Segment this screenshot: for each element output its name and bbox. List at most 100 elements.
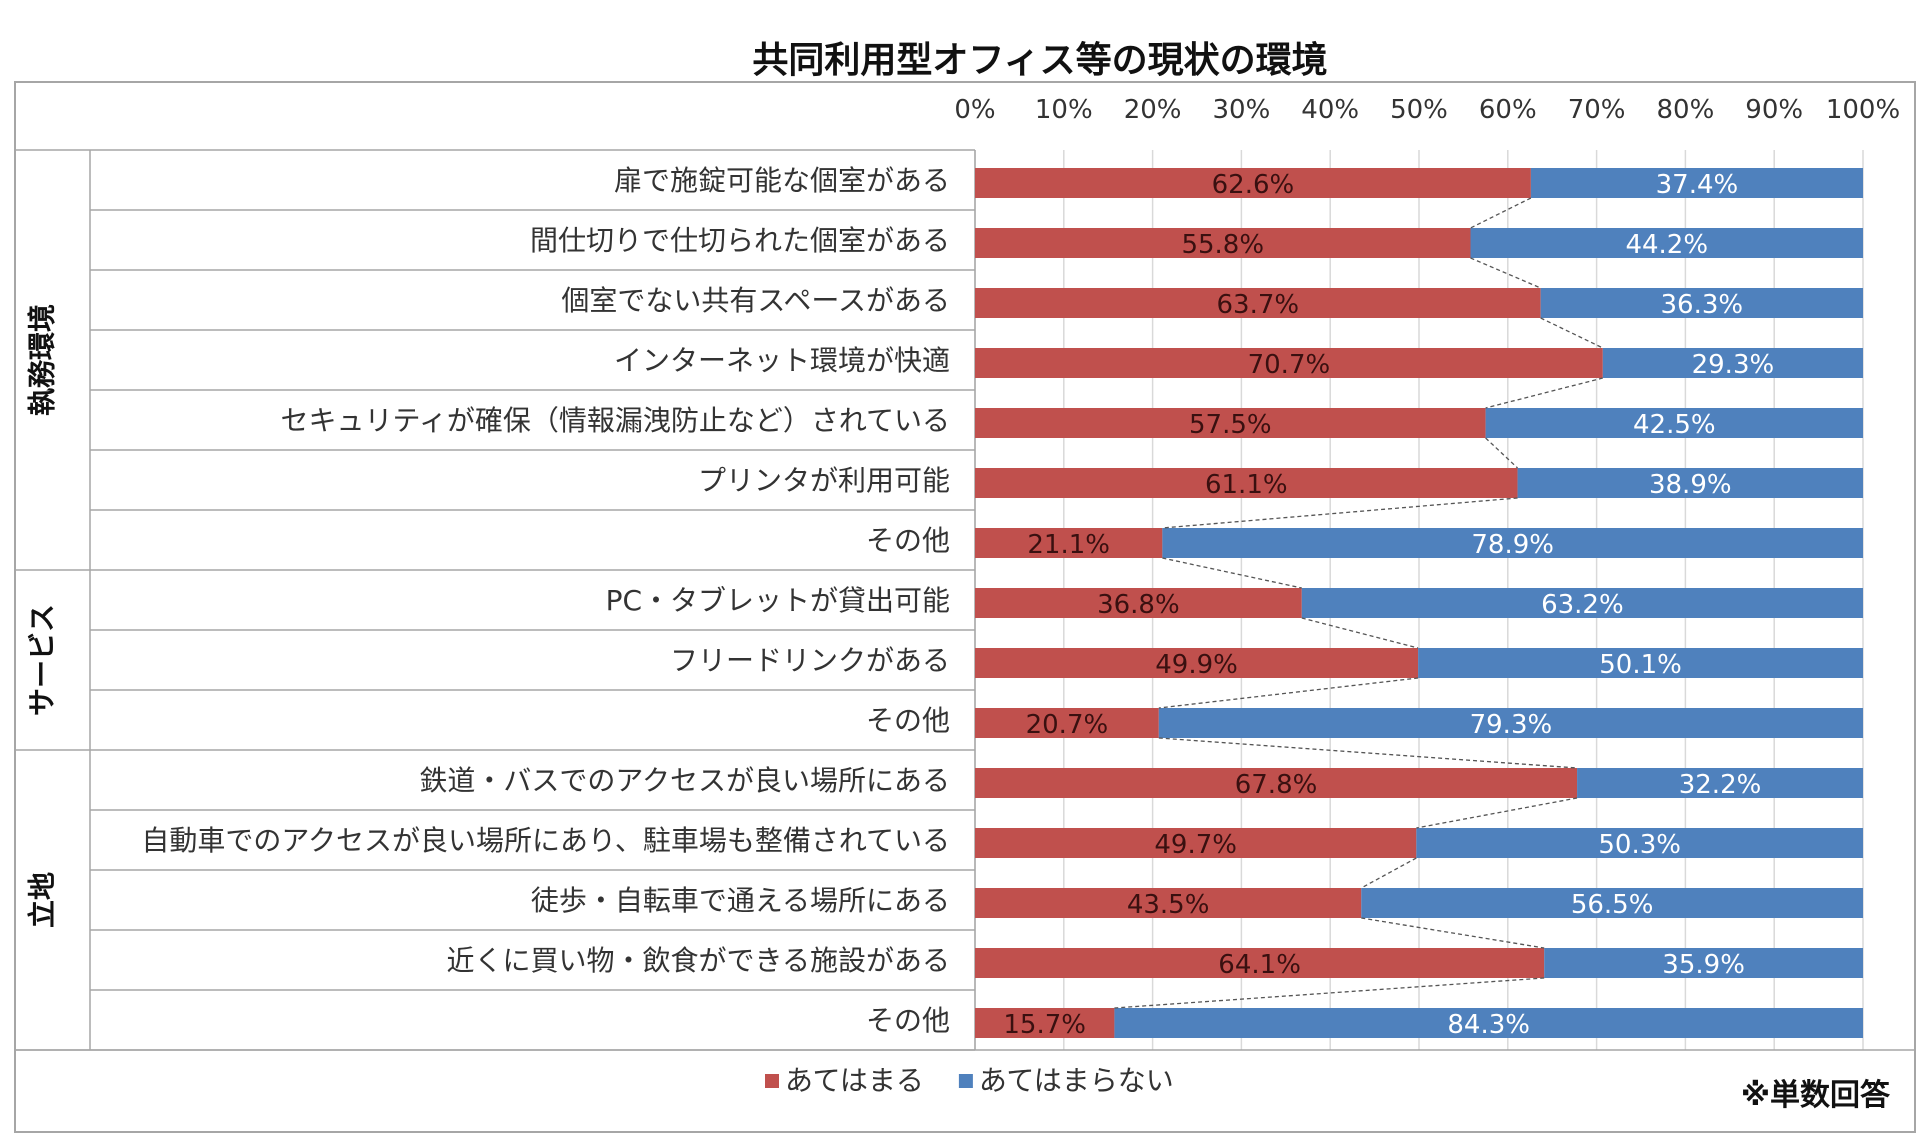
value-label-not-applies: 50.1% xyxy=(1599,650,1682,680)
category-label: 間仕切りで仕切られた個室がある xyxy=(530,224,950,257)
legend-swatch xyxy=(958,1074,973,1088)
value-label-applies: 57.5% xyxy=(1189,410,1272,440)
bar-applies xyxy=(975,348,1603,378)
category-label: フリードリンクがある xyxy=(670,644,950,677)
bar-not-applies xyxy=(1530,168,1863,198)
category-label: プリンタが利用可能 xyxy=(698,464,950,497)
value-label-applies: 61.1% xyxy=(1205,470,1288,500)
x-tick-label: 80% xyxy=(1657,95,1715,125)
value-label-applies: 49.7% xyxy=(1154,830,1237,860)
value-label-applies: 20.7% xyxy=(1026,710,1109,740)
series-connector xyxy=(1114,977,1545,1009)
x-tick-label: 90% xyxy=(1745,95,1803,125)
bar-not-applies xyxy=(1162,528,1863,558)
category-label: 鉄道・バスでのアクセスが良い場所にある xyxy=(419,764,950,797)
series-connector xyxy=(1162,497,1518,529)
category-label: 自動車でのアクセスが良い場所にあり、駐車場も整備されている xyxy=(141,824,950,857)
legend-swatch xyxy=(765,1074,779,1088)
value-label-not-applies: 50.3% xyxy=(1598,830,1681,860)
bar-applies xyxy=(975,888,1362,918)
category-label: 個室でない共有スペースがある xyxy=(561,284,950,317)
value-label-not-applies: 78.9% xyxy=(1471,530,1554,560)
value-label-not-applies: 38.9% xyxy=(1649,470,1732,500)
category-label: インターネット環境が快適 xyxy=(614,344,950,377)
x-tick-label: 100% xyxy=(1826,95,1900,125)
value-label-not-applies: 63.2% xyxy=(1541,590,1624,620)
bar-applies xyxy=(975,228,1471,258)
series-connector xyxy=(1162,557,1302,589)
x-tick-label: 40% xyxy=(1301,95,1359,125)
bar-not-applies xyxy=(1418,648,1863,678)
value-label-not-applies: 44.2% xyxy=(1625,230,1708,260)
value-label-applies: 36.8% xyxy=(1097,590,1180,620)
category-label: セキュリティが確保（情報漏洩防止など）されている xyxy=(281,404,950,437)
series-connector xyxy=(1158,737,1578,769)
series-connector xyxy=(1416,797,1578,829)
value-label-applies: 15.7% xyxy=(1003,1010,1086,1040)
bar-applies xyxy=(975,168,1531,198)
value-label-applies: 55.8% xyxy=(1181,230,1264,260)
x-tick-label: 50% xyxy=(1390,95,1448,125)
value-label-not-applies: 42.5% xyxy=(1633,410,1716,440)
bar-applies xyxy=(975,288,1541,318)
series-connector xyxy=(1485,377,1603,409)
bar-applies xyxy=(975,648,1419,678)
category-label: 徒歩・自転車で通える場所にある xyxy=(531,884,950,917)
value-label-not-applies: 29.3% xyxy=(1692,350,1775,380)
group-label: 執務環境 xyxy=(26,304,59,416)
bar-applies xyxy=(975,468,1518,498)
series-connector xyxy=(1301,617,1419,649)
value-label-applies: 64.1% xyxy=(1218,950,1301,980)
series-connector xyxy=(1360,857,1417,889)
x-tick-label: 20% xyxy=(1124,95,1182,125)
bar-not-applies xyxy=(1544,948,1863,978)
x-tick-label: 0% xyxy=(954,95,995,125)
value-label-not-applies: 35.9% xyxy=(1662,950,1745,980)
bar-not-applies xyxy=(1602,348,1863,378)
bar-not-applies xyxy=(1301,588,1863,618)
x-tick-label: 60% xyxy=(1479,95,1537,125)
category-label: その他 xyxy=(866,704,950,737)
value-label-not-applies: 56.5% xyxy=(1571,890,1654,920)
series-connector xyxy=(1158,677,1419,709)
value-label-not-applies: 36.3% xyxy=(1661,290,1744,320)
series-connector xyxy=(1470,257,1541,289)
legend-label: あてはまる xyxy=(785,1064,924,1097)
x-tick-label: 70% xyxy=(1568,95,1626,125)
response-note: ※単数回答 xyxy=(1741,1078,1891,1113)
series-connector xyxy=(1540,317,1604,349)
group-label: 立地 xyxy=(26,872,59,928)
series-connector xyxy=(1470,197,1532,229)
value-label-not-applies: 37.4% xyxy=(1656,170,1739,200)
value-label-not-applies: 79.3% xyxy=(1470,710,1553,740)
bar-applies xyxy=(975,588,1302,618)
group-label: サービス xyxy=(26,604,59,716)
bar-not-applies xyxy=(1361,888,1863,918)
value-label-applies: 62.6% xyxy=(1212,170,1295,200)
bar-not-applies xyxy=(1485,408,1863,438)
category-label: PC・タブレットが貸出可能 xyxy=(606,584,950,617)
bar-not-applies xyxy=(1517,468,1863,498)
value-label-applies: 21.1% xyxy=(1027,530,1110,560)
value-label-not-applies: 32.2% xyxy=(1679,770,1762,800)
bar-not-applies xyxy=(1577,768,1863,798)
category-label: 扉で施錠可能な個室がある xyxy=(614,164,950,197)
bar-not-applies xyxy=(1158,708,1863,738)
bar-applies xyxy=(975,528,1163,558)
legend-label: あてはまらない xyxy=(979,1064,1174,1097)
value-label-applies: 63.7% xyxy=(1217,290,1300,320)
chart-title: 共同利用型オフィス等の現状の環境 xyxy=(752,40,1327,81)
chart-frame xyxy=(14,81,1916,1133)
series-connector xyxy=(1485,437,1519,469)
value-label-not-applies: 84.3% xyxy=(1447,1010,1530,1040)
value-label-applies: 49.9% xyxy=(1155,650,1238,680)
bar-applies xyxy=(975,768,1578,798)
series-connector xyxy=(1361,917,1545,949)
category-label: その他 xyxy=(866,1004,950,1037)
category-label: 近くに買い物・飲食ができる施設がある xyxy=(447,944,950,977)
bar-not-applies xyxy=(1416,828,1863,858)
value-label-applies: 70.7% xyxy=(1248,350,1331,380)
bar-not-applies xyxy=(1470,228,1863,258)
